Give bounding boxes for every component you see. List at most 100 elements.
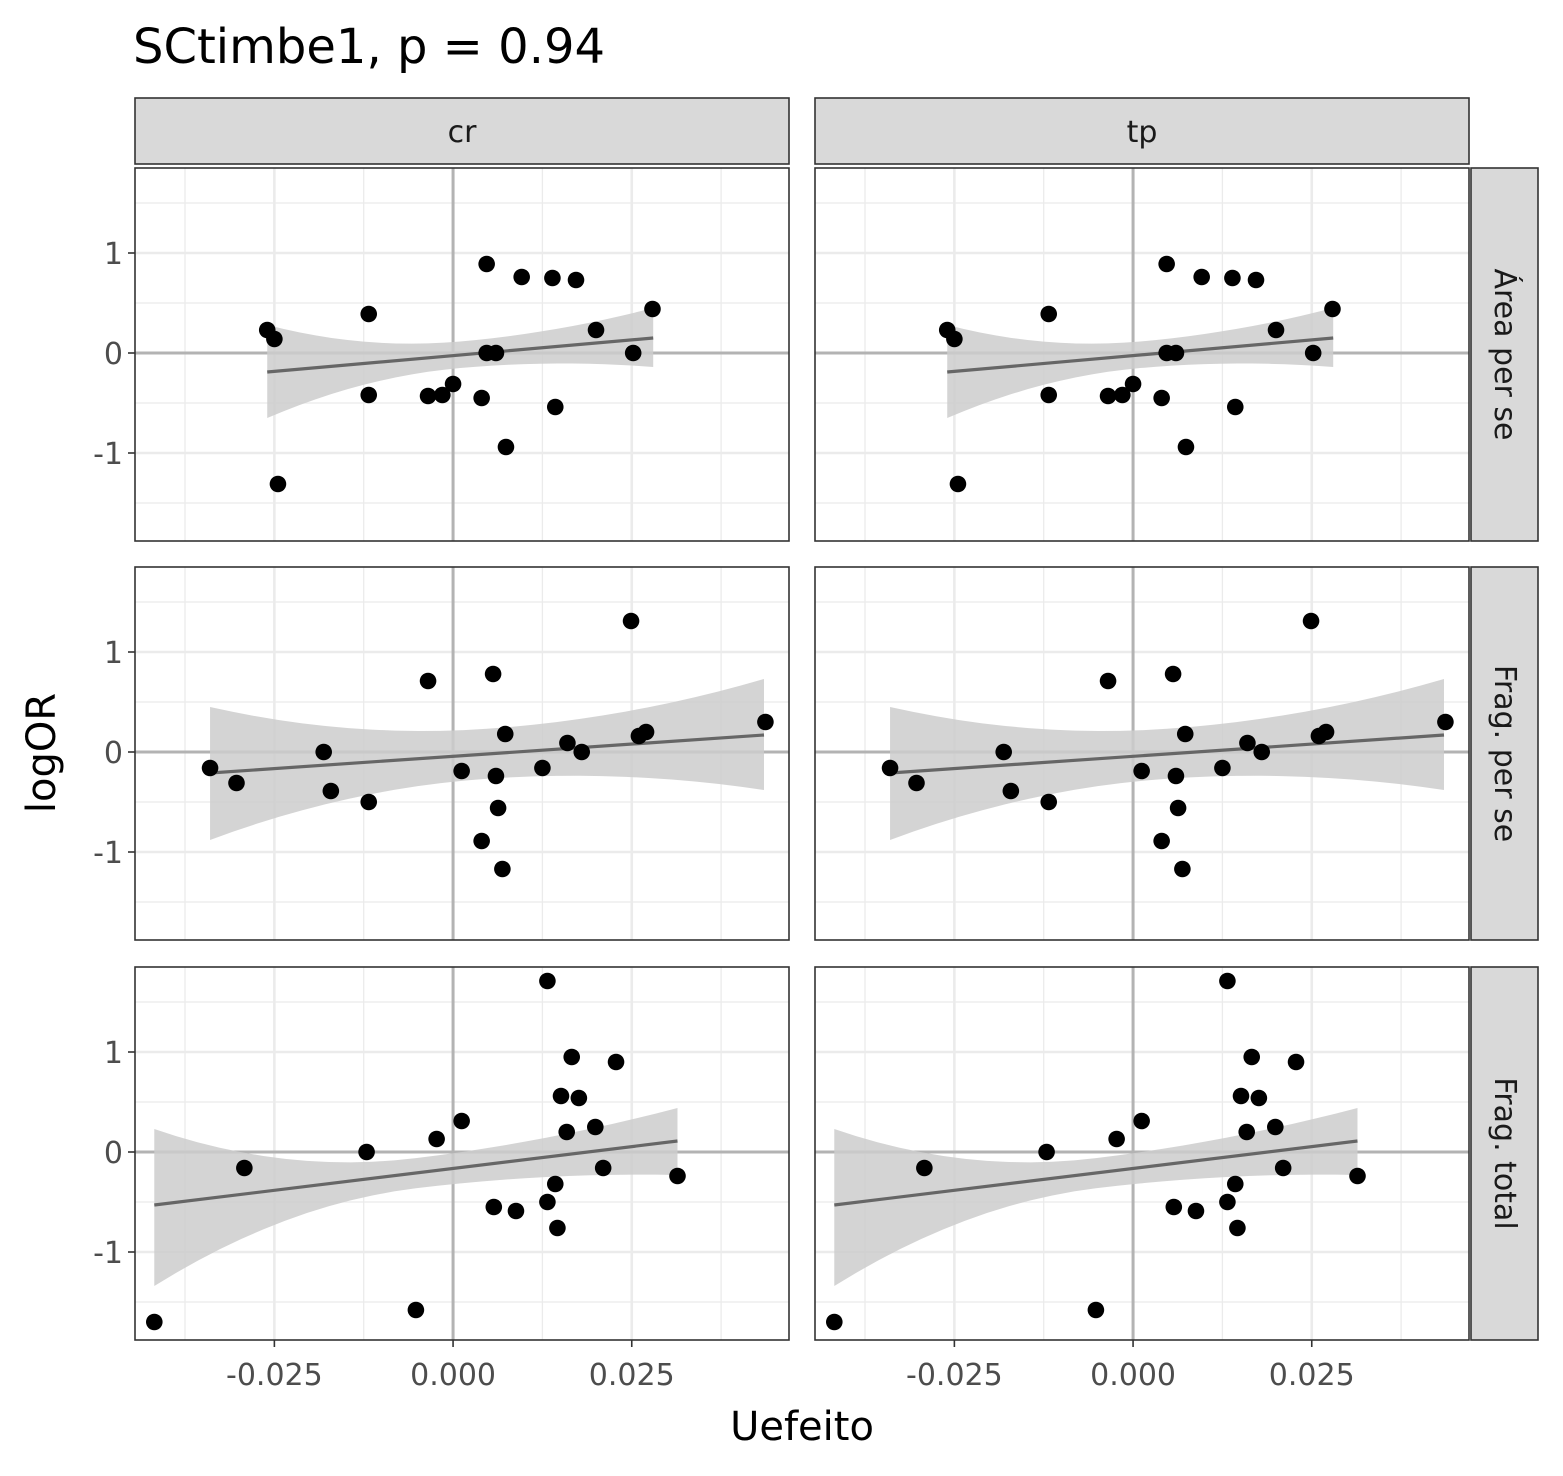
data-point: [995, 743, 1012, 761]
data-point: [1133, 762, 1150, 780]
x-tick-label: 0.025: [1269, 1358, 1355, 1393]
data-point: [1099, 387, 1117, 405]
y-tick-label: 0: [104, 736, 123, 771]
data-point: [1174, 860, 1191, 878]
row-strip-2: [1470, 966, 1539, 1341]
data-point: [1214, 759, 1231, 777]
panel-border: [134, 966, 790, 1341]
data-point: [1238, 1123, 1256, 1141]
data-point: [825, 1313, 843, 1331]
data-point: [552, 1087, 570, 1105]
data-point: [1267, 321, 1285, 339]
data-point: [1302, 612, 1320, 630]
data-point: [644, 300, 661, 318]
data-point: [1224, 269, 1241, 287]
data-point: [1226, 1175, 1244, 1193]
data-point: [322, 782, 340, 800]
y-tick-label: 1: [104, 237, 123, 272]
data-point: [573, 743, 591, 761]
panel-cr-0: -1 0 1: [93, 167, 790, 542]
data-point: [624, 344, 642, 362]
data-point: [594, 1159, 612, 1177]
data-point: [1153, 389, 1170, 407]
column-strip-label-cr: cr: [448, 115, 477, 150]
column-strip-cr: [134, 97, 790, 165]
panel-cr-2: -1 0 1 -0.025 0.000 0.025: [93, 966, 790, 1393]
data-point: [757, 713, 774, 731]
data-point: [1304, 344, 1322, 362]
data-point: [1219, 972, 1236, 990]
data-point: [949, 475, 967, 493]
data-point: [1108, 1130, 1125, 1148]
confidence-ribbon: [834, 1108, 1358, 1286]
data-point: [419, 387, 437, 405]
data-point: [1167, 767, 1185, 785]
data-point: [1158, 255, 1175, 273]
data-point: [315, 743, 332, 761]
fit-line: [834, 1139, 1358, 1207]
column-strip-tp: [814, 97, 1470, 165]
panel-border: [134, 167, 790, 542]
row-strip-label-2: Frag. total: [1487, 1077, 1522, 1230]
panel-tp-1: [814, 566, 1470, 941]
data-point: [1169, 799, 1187, 817]
data-point: [607, 1053, 625, 1071]
data-point: [407, 1301, 425, 1319]
data-point: [487, 767, 505, 785]
confidence-ribbon: [947, 308, 1334, 418]
data-point: [473, 389, 490, 407]
data-point: [1087, 1301, 1105, 1319]
y-tick-label: 1: [104, 636, 123, 671]
data-point: [1226, 398, 1244, 416]
data-point: [269, 475, 287, 493]
data-point: [587, 321, 605, 339]
chart-title: SCtimbe1, p = 0.94: [133, 19, 605, 75]
data-point: [908, 774, 925, 792]
y-tick-label: 0: [104, 1136, 123, 1171]
data-point: [266, 330, 283, 348]
data-point: [539, 972, 556, 990]
x-tick-label: -0.025: [226, 1358, 323, 1393]
data-point: [1243, 1048, 1261, 1066]
fit-line: [209, 733, 765, 775]
data-point: [1133, 1112, 1150, 1130]
data-point: [145, 1313, 163, 1331]
data-point: [1437, 713, 1454, 731]
data-point: [496, 725, 514, 743]
fit-line: [889, 733, 1445, 775]
data-point: [1038, 1143, 1055, 1161]
data-point: [558, 1123, 576, 1141]
x-axis-title: Uefeito: [730, 1404, 874, 1450]
row-strip-label-1: Frag. per se: [1487, 665, 1522, 842]
confidence-ribbon: [267, 308, 654, 418]
data-point: [228, 774, 245, 792]
row-strip-1: [1470, 566, 1539, 941]
data-point: [1165, 1198, 1183, 1216]
row-strip-0: [1470, 167, 1539, 542]
data-point: [497, 438, 515, 456]
data-point: [539, 1193, 556, 1211]
data-point: [622, 612, 640, 630]
y-axis-title: logOR: [19, 693, 65, 813]
data-point: [1317, 723, 1335, 741]
panels-layer: cr tp Área per se -1 0 1 Frag. per se -1 0 1 Frag.…: [93, 97, 1539, 1393]
panel-tp-2: -0.025 0.000 0.025: [814, 966, 1470, 1393]
data-point: [478, 255, 495, 273]
data-point: [507, 1202, 525, 1220]
data-point: [513, 268, 530, 286]
y-tick-label: -1: [93, 437, 123, 472]
data-point: [637, 723, 655, 741]
data-point: [1267, 1118, 1284, 1136]
column-strip-label-tp: tp: [1127, 115, 1158, 150]
row-strip-label-0: Área per se: [1487, 268, 1523, 440]
data-point: [428, 1130, 445, 1148]
data-point: [1253, 743, 1271, 761]
data-point: [1229, 1219, 1246, 1237]
panel-border: [814, 566, 1470, 941]
data-point: [1040, 793, 1058, 811]
data-point: [489, 799, 507, 817]
y-tick-label: 1: [104, 1036, 123, 1071]
confidence-ribbon: [210, 679, 764, 840]
